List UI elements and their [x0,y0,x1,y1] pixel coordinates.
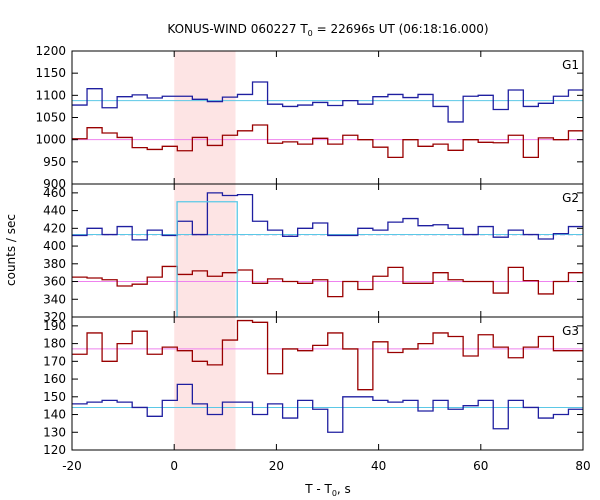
y-tick-label: 130 [43,425,66,439]
y-tick-label: 900 [43,177,66,191]
y-tick-label: 160 [43,372,66,386]
y-tick-label: 190 [43,319,66,333]
panel-g1: 900 950 1000 1050 1100 1150 1200 G1 [35,44,584,191]
y-tick-label: 120 [43,443,66,457]
y-axis-label: counts / sec [4,214,18,286]
chart-title-main: KONUS-WIND 060227 T [167,22,308,36]
x-axis-label-subscript: 0 [332,489,337,498]
x-tick-label: -20 [62,459,82,473]
panel-g3: 120 130 140 150 160 170 180 190 G3 [43,316,584,457]
y-tick-label: 380 [43,257,66,271]
chart-title-rest: = 22696s UT (06:18:16.000) [313,22,489,36]
y-tick-label: 340 [43,292,66,306]
y-tick-label: 1150 [35,66,66,80]
panel-frame [71,316,584,451]
series-line-blue [72,81,583,123]
x-tick-label: 80 [575,459,590,473]
x-axis-label-main: T - T [304,482,332,496]
y-tick-label: 400 [43,239,66,253]
series-line-blue [72,192,583,241]
panel-frame [71,50,584,185]
plot-area: 90095010001050110011501200G1320340360380… [35,44,590,473]
panel-plot-content [72,81,583,159]
y-tick-label: 420 [43,221,66,235]
panel-label: G2 [562,191,579,205]
y-tick-label: 170 [43,354,66,368]
series-line-red [72,319,583,391]
x-tick-label: 0 [170,459,178,473]
x-tick-label: 20 [269,459,284,473]
y-tick-label: 1000 [35,133,66,147]
panel-label: G3 [562,324,579,338]
y-tick-label: 950 [43,155,66,169]
y-tick-label: 440 [43,204,66,218]
y-tick-label: 1100 [35,88,66,102]
y-tick-label: 1200 [35,44,66,58]
panel-label: G1 [562,58,579,72]
y-tick-label: 140 [43,408,66,422]
series-line-red [72,265,583,298]
series-line-blue [72,383,583,433]
series-line-red [72,124,583,159]
y-tick-label: 150 [43,390,66,404]
panel-plot-content [72,192,583,317]
highlight-interval [174,184,236,317]
x-axis-label: T - T0, s [304,482,351,498]
chart-title-subscript: 0 [308,29,313,38]
x-tick-label: 40 [371,459,386,473]
y-tick-label: 320 [43,310,66,324]
panel-plot-content [72,319,583,433]
x-axis-label-rest: , s [337,482,351,496]
x-tick-label: 60 [473,459,488,473]
panel-g2: 320 340 360 380 400 420 440 460 G2 [43,183,584,324]
highlight-interval [174,317,236,450]
chart-title: KONUS-WIND 060227 T0 = 22696s UT (06:18:… [167,22,488,38]
y-tick-label: 180 [43,337,66,351]
y-tick-label: 460 [43,186,66,200]
y-tick-label: 360 [43,275,66,289]
series-line-cyan [176,201,238,317]
y-tick-label: 1050 [35,111,66,125]
highlight-interval [174,51,236,184]
